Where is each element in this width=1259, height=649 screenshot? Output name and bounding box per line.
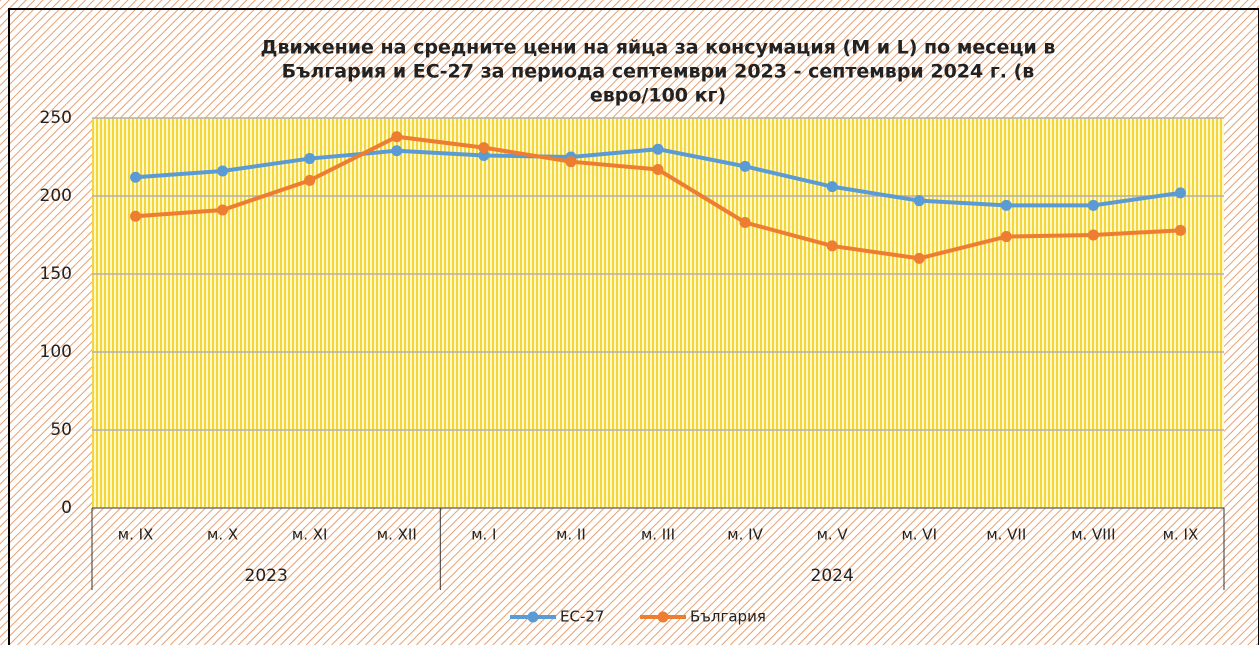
y-tick-label: 250	[40, 108, 72, 128]
group-label: 2024	[811, 566, 854, 586]
data-point	[913, 252, 925, 264]
x-tick-label: м. IX	[118, 526, 154, 544]
data-point	[565, 156, 577, 168]
y-tick-label: 50	[50, 420, 72, 440]
data-point	[1174, 187, 1186, 199]
data-point	[1087, 229, 1099, 241]
data-point	[391, 131, 403, 143]
legend-label: България	[690, 608, 766, 626]
data-point	[652, 163, 664, 175]
y-tick-label: 0	[61, 498, 72, 518]
x-tick-label: м. II	[556, 526, 586, 544]
x-tick-label: м. IV	[727, 526, 763, 544]
y-tick-label: 150	[40, 264, 72, 284]
data-point	[652, 143, 664, 155]
x-tick-label: м. XII	[377, 526, 417, 544]
x-tick-label: м. X	[207, 526, 238, 544]
data-point	[1000, 199, 1012, 211]
x-tick-label: м. I	[471, 526, 496, 544]
data-point	[826, 240, 838, 252]
legend-marker	[657, 611, 669, 623]
legend-marker	[527, 611, 539, 623]
data-point	[739, 217, 751, 229]
legend-label: ЕС-27	[560, 608, 604, 626]
chart-title: Движение на средните цени на яйца за кон…	[261, 37, 1056, 59]
data-point	[304, 174, 316, 186]
data-point	[130, 210, 142, 222]
y-tick-label: 200	[40, 186, 72, 206]
data-point	[130, 171, 142, 183]
data-point	[217, 165, 229, 177]
x-tick-label: м. VIII	[1071, 526, 1115, 544]
data-point	[1000, 231, 1012, 243]
chart-border	[8, 8, 1259, 649]
chart-title: България и ЕС-27 за периода септември 20…	[282, 61, 1035, 83]
plot-area	[92, 118, 1224, 508]
x-tick-label: м. III	[641, 526, 675, 544]
data-point	[217, 204, 229, 216]
x-tick-label: м. IX	[1163, 526, 1199, 544]
data-point	[391, 145, 403, 157]
data-point	[1174, 224, 1186, 236]
data-point	[826, 181, 838, 193]
data-point	[1087, 199, 1099, 211]
data-point	[478, 142, 490, 154]
x-tick-label: м. V	[817, 526, 849, 544]
chart-title: евро/100 кг)	[590, 85, 726, 107]
y-tick-label: 100	[40, 342, 72, 362]
x-tick-label: м. VI	[901, 526, 937, 544]
data-point	[304, 153, 316, 165]
group-label: 2023	[245, 566, 288, 586]
data-point	[478, 149, 490, 161]
x-tick-label: м. VII	[986, 526, 1026, 544]
data-point	[739, 160, 751, 172]
x-tick-label: м. XI	[292, 526, 328, 544]
data-point	[913, 195, 925, 207]
